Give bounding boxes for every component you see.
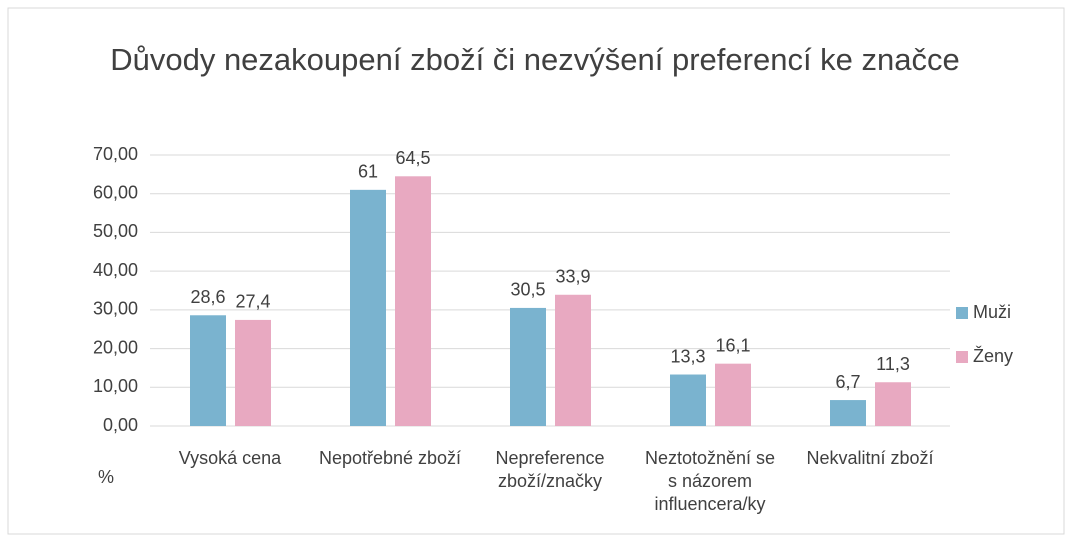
data-label: 11,3 (876, 354, 910, 374)
legend-label: Muži (973, 302, 1011, 322)
x-tick-label: Vysoká cena (178, 448, 282, 468)
bar (235, 319, 271, 426)
bar (190, 315, 226, 426)
data-label: 6,7 (835, 372, 860, 392)
data-label: 16,1 (715, 335, 750, 355)
x-tick-label: Neztotožnění se s názorem influencera/ky (644, 448, 776, 514)
data-label: 61 (358, 162, 378, 182)
x-tick-label: Nepreference zboží/značky (495, 448, 605, 491)
bar (670, 374, 706, 426)
bar (555, 294, 591, 426)
y-tick-label: 0,00 (103, 415, 138, 435)
chart-title: Důvody nezakoupení zboží či nezvýšení pr… (110, 42, 960, 77)
x-tick-label: Nekvalitní zboží (806, 448, 934, 468)
bar (395, 176, 431, 426)
y-axis-label: % (98, 467, 114, 487)
x-tick-label: Nepotřebné zboží (318, 448, 462, 468)
legend-swatch (956, 307, 968, 319)
data-label: 27,4 (235, 292, 270, 312)
data-label: 30,5 (510, 280, 545, 300)
legend-swatch (956, 351, 968, 363)
data-label: 13,3 (670, 346, 705, 366)
y-tick-label: 20,00 (93, 337, 138, 357)
y-tick-label: 10,00 (93, 376, 138, 396)
bar (715, 363, 751, 426)
bar (350, 189, 386, 426)
data-label: 64,5 (395, 148, 430, 168)
legend-label: Ženy (973, 346, 1013, 366)
chart-frame (7, 7, 1065, 535)
y-tick-label: 70,00 (93, 144, 138, 164)
y-tick-label: 40,00 (93, 260, 138, 280)
bar (510, 307, 546, 426)
bar (875, 382, 911, 426)
data-label: 33,9 (555, 267, 590, 287)
data-label: 28,6 (190, 287, 225, 307)
y-tick-label: 50,00 (93, 221, 138, 241)
y-tick-label: 30,00 (93, 299, 138, 319)
y-tick-label: 60,00 (93, 182, 138, 202)
bar (830, 400, 866, 426)
